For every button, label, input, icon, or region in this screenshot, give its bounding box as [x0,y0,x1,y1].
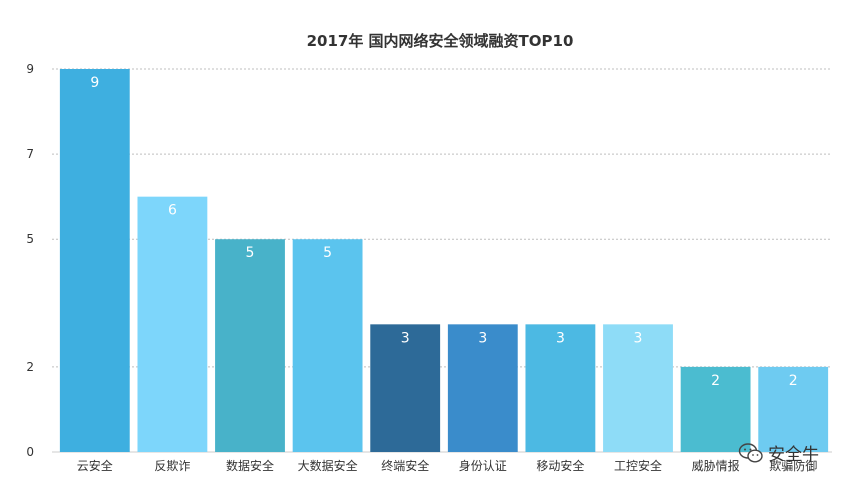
bar [525,324,596,452]
y-tick-label: 2 [26,360,34,374]
x-tick-label: 工控安全 [614,458,662,473]
x-tick-label: 数据安全 [226,458,274,473]
chart-title: 2017年 国内网络安全领域融资TOP10 [307,32,574,50]
x-tick-label: 移动安全 [536,458,584,473]
bar [215,239,285,452]
x-tick-label: 欺骗防御 [769,458,817,473]
y-tick-label: 9 [26,62,34,76]
bar [603,324,673,452]
watermark-text: 安全牛 [768,445,819,465]
y-tick-label: 7 [26,147,34,161]
bar [292,239,363,452]
bar [59,69,130,452]
bar-value-label: 5 [246,245,255,261]
bar [370,324,441,452]
bar-value-label: 6 [168,203,177,219]
x-axis-ticks: 云安全 反欺诈 数据安全 大数据安全 终端安全 身份认证 移动安全 工控安全 威胁情报 欺骗防御 [77,458,817,473]
bar [680,366,751,452]
bar-value-label: 3 [401,330,410,346]
x-tick-label: 大数据安全 [298,458,358,473]
bar [137,196,208,452]
y-axis-ticks: 0 2 5 7 9 [26,62,34,459]
bar-value-label: 9 [90,75,99,91]
bars: 9 6 5 5 3 3 3 3 2 2 [59,69,829,452]
x-tick-label: 反欺诈 [154,459,190,473]
bar-value-label: 3 [556,330,565,346]
bar-value-label: 5 [323,245,332,261]
bar [758,366,829,452]
wechat-icon [738,442,763,463]
y-tick-label: 5 [26,232,34,246]
bar-value-label: 2 [711,373,720,389]
x-tick-label: 云安全 [77,458,113,473]
y-tick-label: 0 [26,445,34,459]
bar-value-label: 3 [634,330,643,346]
bar-value-label: 2 [789,373,798,389]
bar-value-label: 3 [478,330,487,346]
watermark: 安全牛 [738,440,819,465]
x-tick-label: 终端安全 [381,458,429,473]
x-tick-label: 威胁情报 [692,458,740,473]
x-tick-label: 身份认证 [459,458,507,473]
bar [447,324,518,452]
